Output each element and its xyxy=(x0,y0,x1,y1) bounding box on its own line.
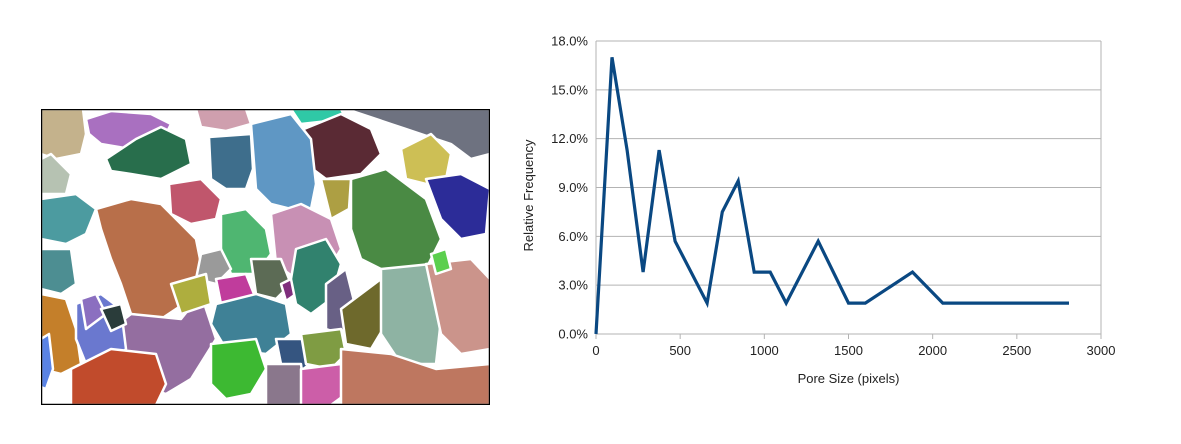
pore-region xyxy=(424,257,490,356)
pore-region xyxy=(299,362,348,405)
pore-region xyxy=(264,362,308,405)
pore-region xyxy=(209,337,268,401)
pore-region xyxy=(41,247,78,296)
chart-gridlines xyxy=(595,40,1102,335)
chart-series xyxy=(594,57,1069,335)
segmented-pore-image xyxy=(41,109,490,405)
x-tick-label: 1500 xyxy=(834,343,863,358)
y-tick-label: 6.0% xyxy=(558,229,588,244)
x-tick-label: 500 xyxy=(669,343,691,358)
y-tick-label: 3.0% xyxy=(558,278,588,293)
x-tick-label: 0 xyxy=(592,343,599,358)
pore-region xyxy=(169,272,213,316)
x-axis-label: Pore Size (pixels) xyxy=(798,371,900,386)
y-tick-label: 15.0% xyxy=(551,82,588,97)
pore-region xyxy=(429,247,453,276)
x-axis-ticks: 0 500 1000 1500 2000 2500 3000 xyxy=(592,334,1115,358)
pore-region xyxy=(104,125,193,181)
x-tick-label: 2500 xyxy=(1002,343,1031,358)
x-tick-label: 1000 xyxy=(750,343,779,358)
pore-region xyxy=(99,302,128,333)
pore-region xyxy=(41,332,55,391)
pore-region xyxy=(167,177,223,226)
y-axis-ticks: 0.0% 3.0% 6.0% 9.0% 12.0% 15.0% 18.0% xyxy=(551,34,588,342)
y-tick-label: 9.0% xyxy=(558,180,588,195)
pore-region xyxy=(41,192,98,246)
pore-region xyxy=(41,152,73,196)
pore-region xyxy=(194,109,253,133)
pore-region xyxy=(299,327,348,371)
y-tick-label: 12.0% xyxy=(551,131,588,146)
pore-region xyxy=(41,109,88,161)
y-tick-label: 18.0% xyxy=(551,34,588,49)
segmentation-border xyxy=(41,109,490,405)
pore-region xyxy=(424,172,490,241)
pore-regions xyxy=(41,109,490,405)
pore-region xyxy=(319,177,353,221)
series-line xyxy=(594,57,1069,335)
y-axis-label: Relative Frequency xyxy=(521,139,536,251)
x-tick-label: 3000 xyxy=(1087,343,1116,358)
x-tick-label: 2000 xyxy=(918,343,947,358)
pore-region xyxy=(344,109,490,161)
y-tick-label: 0.0% xyxy=(558,327,588,342)
pore-region xyxy=(339,277,388,351)
pore-region xyxy=(339,347,490,405)
pore-region xyxy=(69,347,168,405)
